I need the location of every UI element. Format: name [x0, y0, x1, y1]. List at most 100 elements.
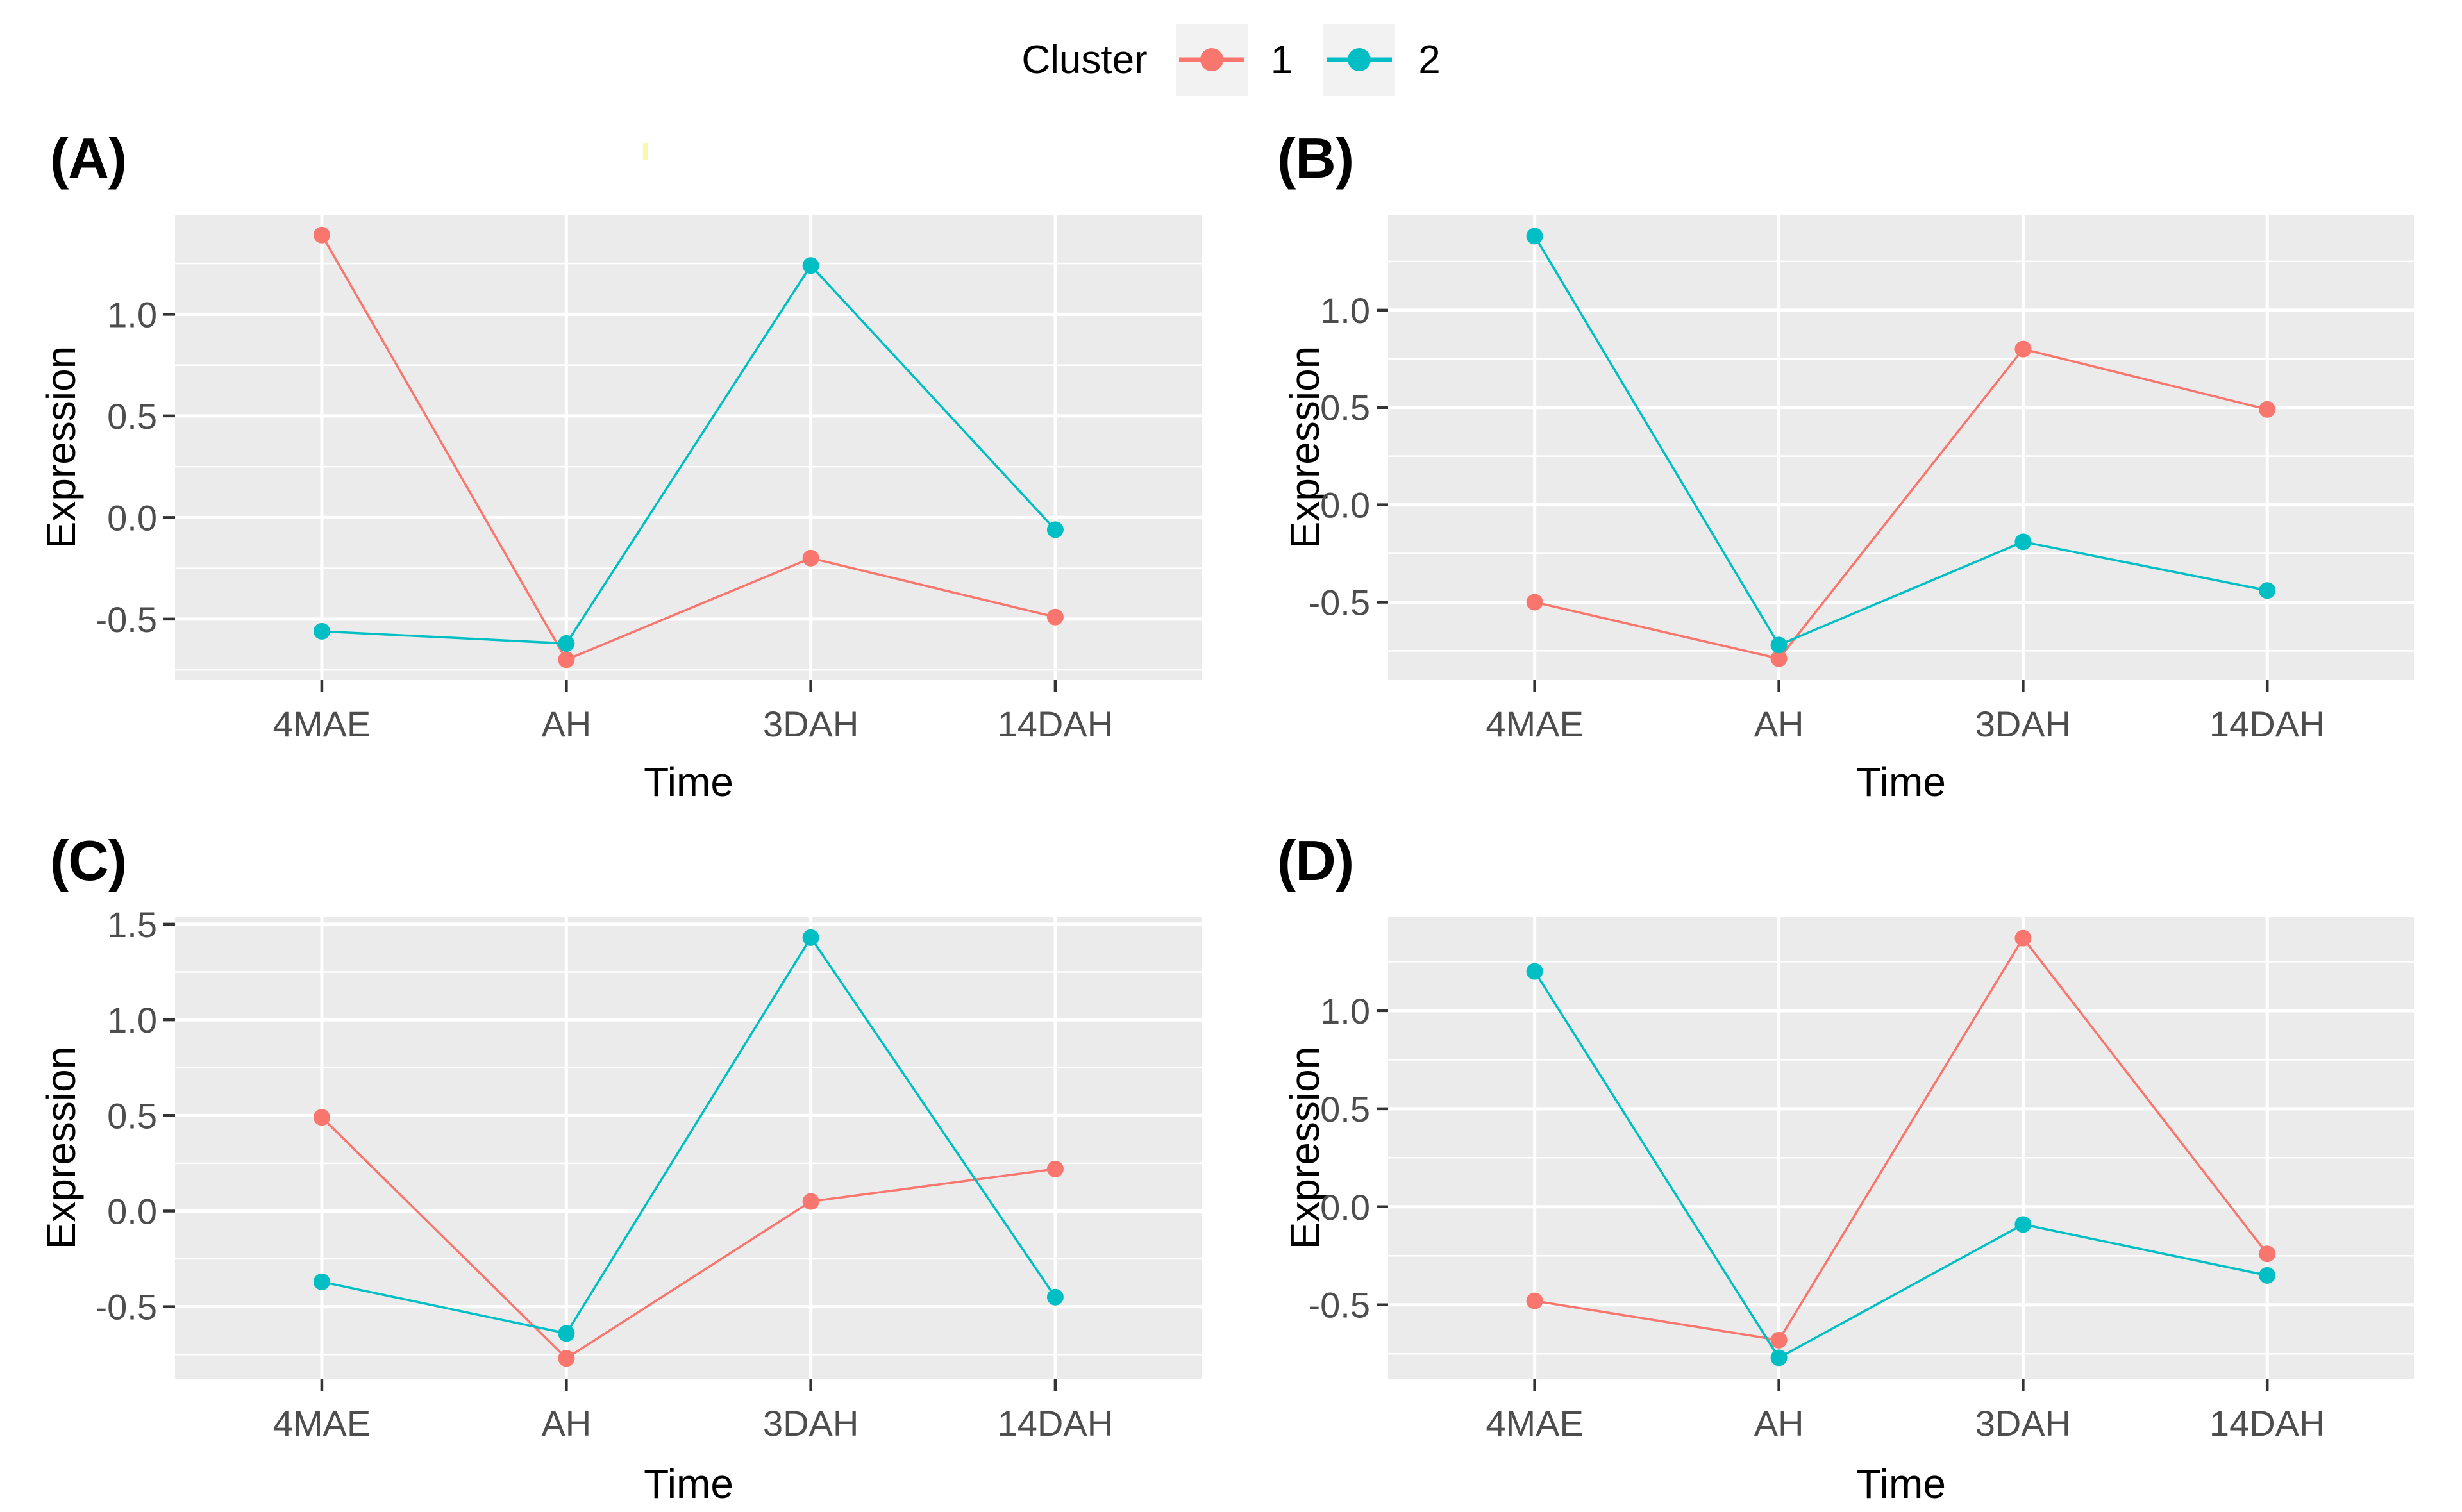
legend-key-swatch-1: [1175, 24, 1248, 96]
data-point-cluster-1: [1526, 594, 1543, 611]
x-tick-label: AH: [1754, 1403, 1804, 1443]
y-tick-label: -0.5: [1309, 582, 1371, 622]
x-tick-label: 14DAH: [2209, 704, 2325, 744]
plot-area-b: 1.0 0.5 0.0 -0.5 4MAE AH 3DAH 14DAH: [1309, 215, 2414, 744]
x-tick-label: 4MAE: [273, 1403, 371, 1443]
data-point-cluster-1: [558, 1350, 575, 1367]
x-axis-title: Time: [1856, 759, 1946, 805]
panel-background: [175, 917, 1202, 1379]
series-line-cluster-1: [1534, 347, 2268, 660]
x-tick-label: AH: [1754, 704, 1804, 744]
y-tick-label: 1.0: [107, 1000, 157, 1040]
data-point-cluster-2: [802, 257, 819, 274]
data-point-cluster-2: [2259, 582, 2276, 599]
data-point-cluster-2: [1046, 521, 1064, 538]
data-point-cluster-1: [1046, 608, 1064, 626]
data-point-cluster-2: [802, 929, 819, 946]
legend-label-2: 2: [1418, 37, 1441, 82]
y-tick-label: 0.5: [107, 396, 157, 436]
x-tick-label: 3DAH: [763, 1403, 858, 1443]
data-point-cluster-2: [1770, 1349, 1788, 1367]
data-point-cluster-1: [1526, 1292, 1543, 1309]
series-line-cluster-2: [321, 935, 1057, 1335]
y-tick-label: 1.0: [1320, 290, 1370, 331]
data-point-cluster-1: [2014, 929, 2032, 947]
panel-background: [1388, 215, 2414, 680]
x-tick-label: 4MAE: [273, 704, 371, 744]
data-point-cluster-1: [313, 226, 330, 244]
data-point-cluster-2: [1770, 636, 1788, 654]
data-point-cluster-1: [2259, 401, 2276, 418]
panel-letter-c: (C): [50, 829, 127, 892]
y-tick-label: 0.5: [107, 1095, 157, 1136]
series-line-cluster-2: [1534, 235, 2268, 647]
data-point-cluster-2: [1046, 1288, 1064, 1306]
series-line-cluster-1: [321, 234, 1056, 661]
legend-key-point: [1200, 48, 1223, 71]
legend: Cluster 1 2: [0, 18, 2462, 101]
x-tick-label: AH: [541, 704, 591, 744]
y-tick-label: 0.0: [107, 497, 157, 538]
y-tick-label: 0.0: [107, 1191, 157, 1231]
data-point-cluster-1: [802, 1193, 819, 1210]
plot-area-a: 1.0 0.5 0.0 -0.5 4MAE AH 3DAH 14DAH: [96, 215, 1202, 744]
data-point-cluster-2: [558, 1325, 575, 1342]
data-point-cluster-1: [1770, 1331, 1788, 1349]
data-point-cluster-1: [2259, 1245, 2276, 1263]
y-tick-label: -0.5: [96, 1287, 158, 1327]
x-tick-label: 4MAE: [1486, 1403, 1584, 1443]
data-point-cluster-1: [1770, 650, 1788, 667]
data-point-cluster-2: [2014, 1216, 2032, 1233]
x-tick-label: 14DAH: [998, 1403, 1114, 1443]
legend-key-swatch-2: [1323, 24, 1396, 96]
series-line-cluster-2: [1534, 970, 2268, 1359]
x-tick-label: 14DAH: [2209, 1403, 2325, 1443]
legend-label-1: 1: [1270, 37, 1293, 82]
y-tick-label: 0.0: [1320, 1187, 1370, 1227]
plot-area-d: 1.0 0.5 0.0 -0.5 4MAE AH 3DAH 14DAH: [1309, 917, 2414, 1443]
y-tick-label: 1.0: [1320, 991, 1370, 1031]
y-tick-label: -0.5: [1309, 1285, 1371, 1325]
panel-background: [175, 215, 1202, 680]
x-axis-title: Time: [644, 1461, 733, 1507]
panel-background: [1388, 917, 2414, 1379]
data-point-cluster-2: [558, 635, 575, 652]
x-axis-title: Time: [1856, 1461, 1946, 1507]
legend-title: Cluster: [1021, 37, 1148, 82]
data-point-cluster-2: [2014, 533, 2032, 551]
y-tick-label: -0.5: [96, 599, 158, 640]
data-point-cluster-2: [2259, 1267, 2276, 1284]
data-point-cluster-1: [802, 549, 819, 567]
data-point-cluster-2: [313, 1273, 330, 1290]
y-tick-label: 0.5: [1320, 1089, 1370, 1129]
data-point-cluster-1: [313, 1109, 330, 1126]
panel-letter-b: (B): [1277, 126, 1354, 190]
y-axis-title: Expression: [38, 1046, 84, 1250]
y-tick-label: 0.5: [1320, 388, 1370, 428]
y-tick-label: 1.0: [107, 294, 157, 335]
y-tick-label: 1.5: [107, 904, 157, 945]
legend-item-cluster-1: 1: [1175, 24, 1293, 96]
series-line-cluster-1: [321, 1117, 1056, 1360]
y-axis-title: Expression: [38, 345, 84, 549]
data-point-cluster-2: [1526, 963, 1543, 980]
data-point-cluster-2: [1526, 228, 1543, 245]
x-axis-title: Time: [644, 759, 733, 805]
data-point-cluster-2: [313, 622, 330, 640]
data-point-cluster-1: [2014, 340, 2032, 358]
panel-letter-d: (D): [1277, 829, 1354, 892]
series-line-cluster-1: [1534, 936, 2268, 1342]
legend-key-point: [1348, 48, 1371, 71]
series-line-cluster-2: [321, 263, 1057, 645]
plot-area-c: 1.5 1.0 0.5 0.0 -0.5 4MAE AH 3DAH 14DAH: [96, 904, 1202, 1443]
data-point-cluster-1: [1046, 1160, 1064, 1177]
x-tick-label: 4MAE: [1486, 704, 1584, 744]
x-tick-label: 3DAH: [1975, 1403, 2071, 1443]
x-tick-label: 3DAH: [763, 704, 858, 744]
panel-letter-a: (A): [50, 126, 127, 190]
x-tick-label: 14DAH: [998, 704, 1114, 744]
legend-item-cluster-2: 2: [1323, 24, 1441, 96]
x-tick-label: 3DAH: [1975, 704, 2071, 744]
x-tick-label: AH: [541, 1403, 591, 1443]
